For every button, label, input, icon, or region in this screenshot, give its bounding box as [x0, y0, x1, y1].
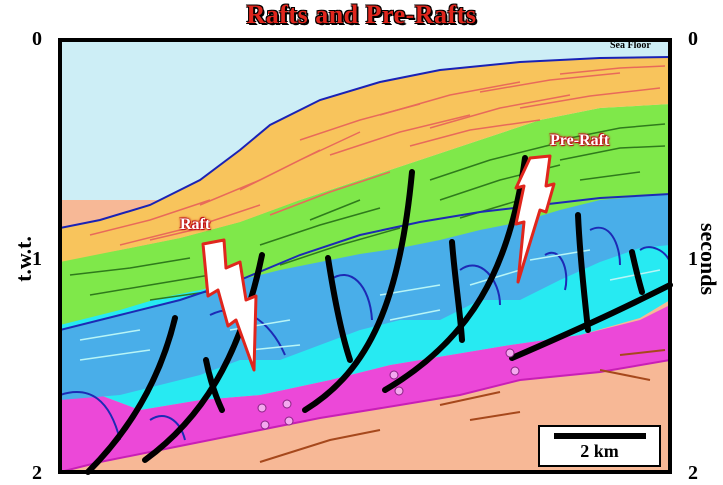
fault-7 [509, 282, 673, 361]
markers [257, 348, 520, 430]
raft-label: Raft [180, 216, 211, 233]
orange-layer [60, 57, 670, 262]
left-tick-0: 0 [32, 28, 42, 50]
magenta-boundary [60, 359, 670, 472]
right-tick-1: 1 [688, 248, 698, 270]
orange-reflectors [89, 65, 666, 246]
fault-5 [382, 155, 528, 393]
left-tick-2: 2 [32, 462, 42, 484]
scale-bar: 2 km [538, 425, 661, 467]
page-title: Rafts and Pre-Rafts [246, 0, 477, 29]
pre-raft-arrow [514, 154, 556, 284]
basement-reflectors [259, 349, 666, 463]
fault-10 [203, 357, 225, 413]
frame-border [58, 38, 672, 474]
blue-reflectors [60, 193, 670, 441]
fault-2 [142, 252, 265, 463]
blue-layer [60, 194, 670, 400]
magenta-layer [60, 305, 670, 472]
cyan-reflectors [79, 249, 661, 361]
fault-4 [325, 255, 353, 363]
fault-6 [449, 239, 465, 343]
scale-bar-label: 2 km [580, 441, 619, 461]
raft-arrow [201, 238, 258, 372]
sea-floor-line [60, 56, 670, 229]
scale-bar-line [554, 433, 646, 439]
pre-raft-label: Pre-Raft [550, 132, 610, 149]
faults [85, 155, 673, 475]
fault-9 [629, 249, 645, 295]
sea-floor-label: Sea Floor [610, 40, 651, 51]
fault-8 [575, 212, 591, 333]
left-tick-1: 1 [32, 248, 42, 270]
right-tick-0: 0 [688, 28, 698, 50]
fault-1 [85, 315, 178, 475]
right-tick-2: 2 [688, 462, 698, 484]
fault-3 [302, 169, 415, 413]
